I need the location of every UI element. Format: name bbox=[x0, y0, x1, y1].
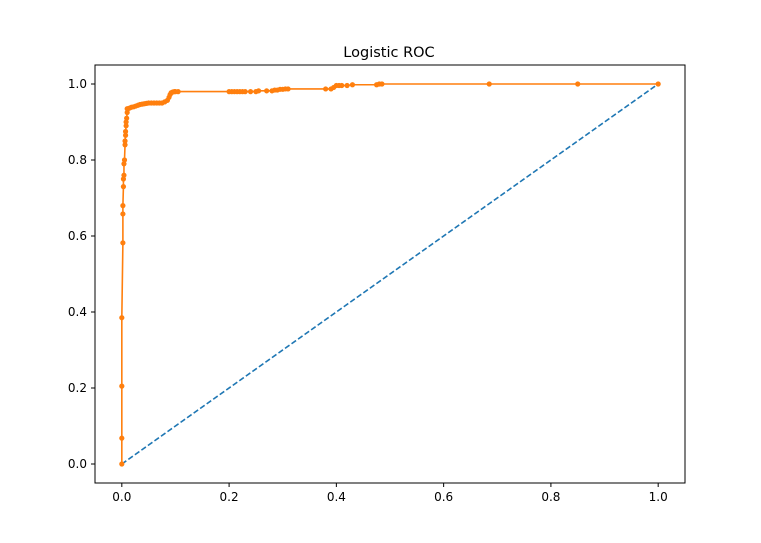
roc-point bbox=[119, 461, 125, 467]
roc-point bbox=[486, 81, 492, 87]
roc-point bbox=[119, 435, 125, 441]
roc-point bbox=[121, 161, 127, 167]
plot-area bbox=[119, 81, 661, 467]
chart-title: Logistic ROC bbox=[343, 45, 434, 61]
x-tick-label: 0.4 bbox=[327, 490, 346, 504]
x-axis-ticks: 0.0 0.2 0.4 0.6 0.8 1.0 bbox=[112, 483, 668, 504]
roc-point bbox=[175, 89, 181, 95]
roc-point bbox=[247, 89, 254, 95]
roc-point bbox=[120, 184, 127, 190]
axes-frame bbox=[94, 64, 686, 484]
roc-point bbox=[123, 123, 129, 129]
roc-point bbox=[349, 82, 356, 88]
roc-point bbox=[255, 88, 262, 94]
roc-point bbox=[655, 81, 661, 87]
roc-point bbox=[120, 176, 127, 182]
x-tick-label: 0.2 bbox=[220, 490, 239, 504]
roc-point bbox=[120, 240, 126, 246]
roc-point bbox=[123, 119, 129, 125]
roc-point bbox=[575, 81, 581, 87]
roc-point bbox=[119, 383, 125, 389]
y-axis-ticks: 0.0 0.2 0.4 0.6 0.8 1.0 bbox=[68, 77, 95, 471]
roc-point bbox=[122, 132, 129, 138]
roc-point bbox=[344, 82, 350, 89]
y-tick-label: 0.6 bbox=[68, 229, 87, 243]
roc-point bbox=[120, 203, 126, 209]
roc-point bbox=[264, 88, 270, 94]
x-tick-label: 0.0 bbox=[112, 490, 131, 504]
roc-point bbox=[122, 128, 129, 135]
y-tick-label: 0.4 bbox=[68, 305, 87, 319]
roc-point bbox=[121, 157, 128, 163]
roc-point bbox=[379, 81, 385, 87]
roc-point bbox=[122, 142, 128, 148]
roc-point bbox=[285, 86, 291, 92]
roc-point bbox=[242, 89, 248, 95]
roc-point bbox=[121, 172, 127, 178]
x-tick-label: 0.6 bbox=[434, 490, 453, 504]
reference-diagonal-line bbox=[121, 83, 659, 465]
y-tick-label: 1.0 bbox=[68, 77, 87, 91]
roc-point bbox=[120, 211, 126, 217]
roc-point bbox=[122, 138, 128, 144]
roc-point bbox=[323, 86, 329, 92]
roc-point bbox=[339, 82, 345, 89]
x-tick-label: 0.8 bbox=[541, 490, 560, 504]
roc-point bbox=[119, 315, 125, 321]
y-tick-label: 0.0 bbox=[68, 457, 87, 471]
y-tick-label: 0.8 bbox=[68, 153, 87, 167]
y-tick-label: 0.2 bbox=[68, 381, 87, 395]
roc-point bbox=[124, 115, 130, 121]
x-tick-label: 1.0 bbox=[649, 490, 668, 504]
